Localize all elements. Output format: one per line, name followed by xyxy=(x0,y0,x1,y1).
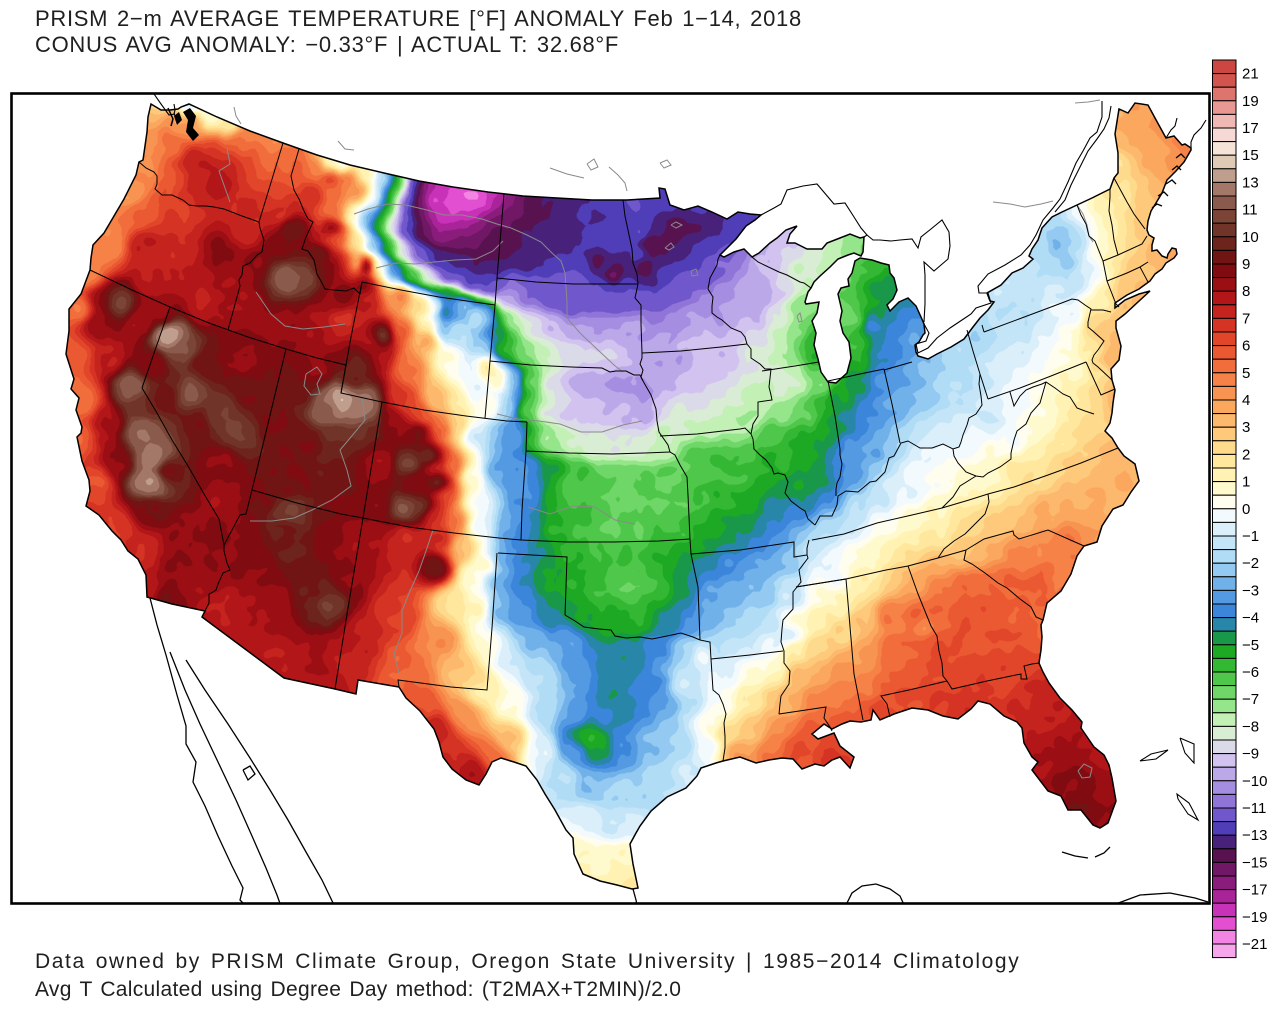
svg-text:−9: −9 xyxy=(1242,746,1259,763)
svg-text:5: 5 xyxy=(1242,365,1250,382)
svg-text:19: 19 xyxy=(1242,93,1259,110)
svg-text:13: 13 xyxy=(1242,174,1259,191)
svg-text:15: 15 xyxy=(1242,147,1259,164)
svg-text:2: 2 xyxy=(1242,446,1250,463)
svg-text:11: 11 xyxy=(1242,202,1258,219)
svg-text:1: 1 xyxy=(1242,474,1250,491)
svg-text:−13: −13 xyxy=(1242,827,1267,844)
svg-text:−19: −19 xyxy=(1242,909,1267,926)
svg-text:−17: −17 xyxy=(1242,882,1267,899)
svg-text:17: 17 xyxy=(1242,120,1259,137)
svg-text:10: 10 xyxy=(1242,229,1259,246)
svg-text:−11: −11 xyxy=(1242,800,1266,817)
svg-text:8: 8 xyxy=(1242,283,1250,300)
svg-text:−3: −3 xyxy=(1242,582,1259,599)
svg-text:−5: −5 xyxy=(1242,637,1259,654)
svg-text:−15: −15 xyxy=(1242,854,1267,871)
svg-text:−8: −8 xyxy=(1242,718,1259,735)
svg-text:21: 21 xyxy=(1242,66,1259,83)
svg-text:−1: −1 xyxy=(1242,528,1259,545)
svg-text:−6: −6 xyxy=(1242,664,1259,681)
svg-text:7: 7 xyxy=(1242,310,1250,327)
svg-text:−2: −2 xyxy=(1242,555,1259,572)
svg-text:−4: −4 xyxy=(1242,610,1259,627)
svg-text:0: 0 xyxy=(1242,501,1250,518)
svg-text:4: 4 xyxy=(1242,392,1250,409)
svg-text:−7: −7 xyxy=(1242,691,1259,708)
svg-text:−21: −21 xyxy=(1242,936,1267,953)
svg-text:9: 9 xyxy=(1242,256,1250,273)
svg-text:3: 3 xyxy=(1242,419,1250,436)
svg-text:6: 6 xyxy=(1242,338,1250,355)
svg-text:−10: −10 xyxy=(1242,773,1267,790)
